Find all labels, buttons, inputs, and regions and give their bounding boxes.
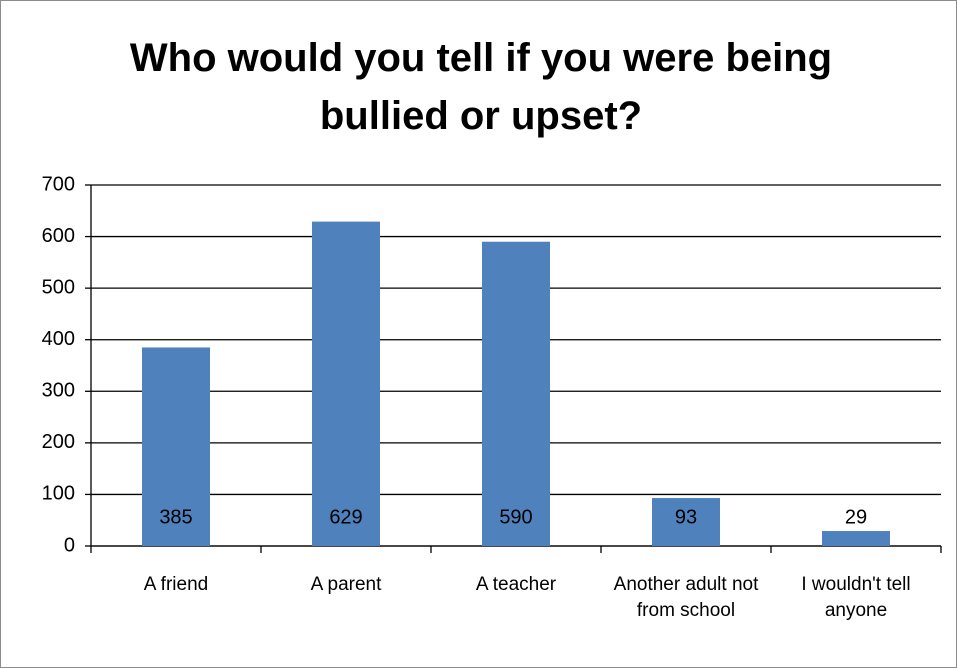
chart-title: Who would you tell if you were being bul… xyxy=(129,36,833,138)
x-tick-label: Another adult not from school xyxy=(613,574,759,621)
data-label: 629 xyxy=(329,506,362,528)
bar xyxy=(142,347,210,546)
x-tick-label: A friend xyxy=(143,574,209,595)
bar xyxy=(652,498,720,546)
bar xyxy=(822,531,890,546)
data-label: 93 xyxy=(675,506,697,528)
y-tick-label: 700 xyxy=(42,173,75,195)
bar xyxy=(482,241,550,546)
y-tick-label: 200 xyxy=(42,431,75,453)
x-tick-label: I wouldn't tell anyone xyxy=(801,574,911,621)
y-tick-label: 400 xyxy=(42,328,75,350)
data-label: 29 xyxy=(845,506,867,528)
y-tick-label: 300 xyxy=(42,380,75,402)
y-tick-label: 500 xyxy=(42,276,75,298)
x-tick-label: A parent xyxy=(310,574,382,595)
y-tick-label: 0 xyxy=(64,534,75,556)
data-label: 385 xyxy=(159,506,192,528)
x-tick-label: A teacher xyxy=(475,574,557,595)
data-label: 590 xyxy=(499,506,532,528)
y-tick-label: 100 xyxy=(42,483,75,505)
y-tick-label: 600 xyxy=(42,225,75,247)
bar xyxy=(312,221,380,546)
